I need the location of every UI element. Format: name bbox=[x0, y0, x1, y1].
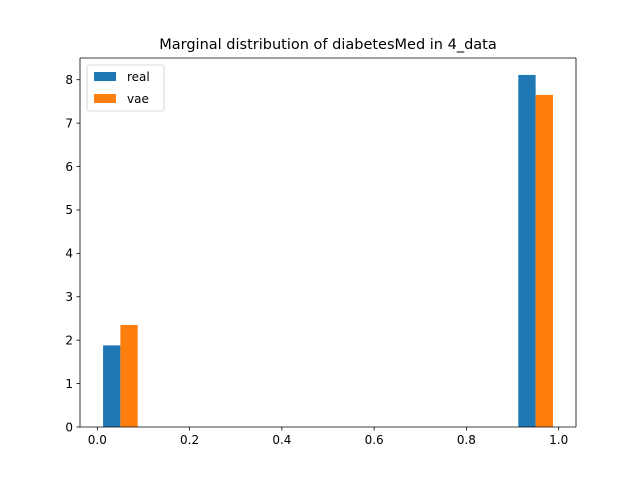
bar-real-0 bbox=[103, 345, 121, 427]
x-tick-label: 0.8 bbox=[457, 433, 476, 447]
x-tick-label: 1.0 bbox=[549, 433, 568, 447]
legend-label-vae: vae bbox=[127, 92, 149, 106]
bar-vae-1 bbox=[535, 94, 553, 428]
x-tick-label: 0.0 bbox=[88, 433, 107, 447]
y-tick-label: 3 bbox=[65, 290, 73, 304]
y-tick-label: 0 bbox=[65, 420, 73, 434]
bar-real-1 bbox=[518, 74, 536, 427]
x-tick-label: 0.6 bbox=[365, 433, 384, 447]
legend-box bbox=[86, 64, 165, 112]
y-tick-label: 7 bbox=[65, 116, 73, 130]
legend: real vae bbox=[86, 64, 165, 112]
legend-swatch-vae bbox=[94, 94, 116, 103]
y-tick-label: 8 bbox=[65, 73, 73, 87]
legend-swatch-real bbox=[94, 72, 116, 81]
y-tick-label: 1 bbox=[65, 377, 73, 391]
bar-vae-0 bbox=[120, 324, 138, 427]
chart-title: Marginal distribution of diabetesMed in … bbox=[159, 37, 497, 53]
bars bbox=[103, 74, 553, 428]
y-tick-label: 6 bbox=[65, 160, 73, 174]
y-tick-label: 4 bbox=[65, 247, 73, 261]
x-tick-label: 0.2 bbox=[180, 433, 199, 447]
y-tick-label: 2 bbox=[65, 333, 73, 347]
plot-area bbox=[80, 58, 576, 427]
legend-label-real: real bbox=[127, 70, 150, 84]
x-tick-label: 0.4 bbox=[272, 433, 291, 447]
axes: 0.0 0.2 0.4 0.6 0.8 1.0 0 1 2 3 4 5 6 7 8 bbox=[65, 57, 577, 447]
plot-background bbox=[80, 58, 576, 427]
y-tick-label: 5 bbox=[65, 203, 73, 217]
